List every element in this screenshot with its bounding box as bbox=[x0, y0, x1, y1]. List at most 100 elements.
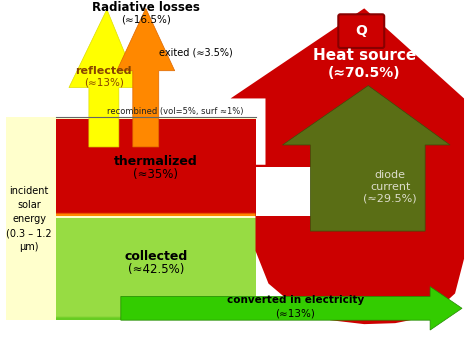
Text: (≈29.5%): (≈29.5%) bbox=[364, 193, 417, 203]
Polygon shape bbox=[56, 149, 255, 213]
Polygon shape bbox=[56, 165, 255, 213]
Polygon shape bbox=[56, 202, 255, 214]
Polygon shape bbox=[56, 185, 255, 214]
Polygon shape bbox=[283, 86, 450, 231]
Polygon shape bbox=[56, 306, 255, 318]
Polygon shape bbox=[56, 224, 255, 316]
Polygon shape bbox=[56, 135, 255, 213]
Polygon shape bbox=[56, 171, 255, 213]
Text: (≈35%): (≈35%) bbox=[133, 168, 178, 181]
Polygon shape bbox=[56, 293, 255, 318]
Polygon shape bbox=[56, 133, 255, 213]
Polygon shape bbox=[117, 8, 175, 147]
Polygon shape bbox=[56, 287, 255, 317]
Polygon shape bbox=[56, 143, 255, 213]
Polygon shape bbox=[56, 175, 255, 213]
Polygon shape bbox=[69, 9, 139, 147]
Text: (≈42.5%): (≈42.5%) bbox=[128, 263, 184, 276]
Polygon shape bbox=[56, 266, 255, 317]
Polygon shape bbox=[56, 264, 255, 317]
Text: (≈70.5%): (≈70.5%) bbox=[328, 66, 401, 80]
Polygon shape bbox=[56, 196, 255, 214]
Polygon shape bbox=[56, 180, 255, 214]
Polygon shape bbox=[56, 173, 255, 213]
Polygon shape bbox=[56, 301, 255, 318]
Polygon shape bbox=[56, 241, 255, 316]
Polygon shape bbox=[56, 198, 255, 214]
Polygon shape bbox=[56, 312, 255, 318]
Polygon shape bbox=[56, 163, 255, 213]
Polygon shape bbox=[6, 117, 255, 320]
Polygon shape bbox=[56, 268, 255, 317]
Text: exited (≈3.5%): exited (≈3.5%) bbox=[159, 48, 233, 58]
Polygon shape bbox=[56, 123, 255, 212]
Polygon shape bbox=[56, 245, 255, 317]
Polygon shape bbox=[56, 229, 255, 316]
Polygon shape bbox=[56, 151, 255, 213]
Polygon shape bbox=[56, 316, 255, 318]
Polygon shape bbox=[56, 291, 255, 317]
Polygon shape bbox=[56, 161, 255, 213]
Polygon shape bbox=[56, 167, 255, 213]
Polygon shape bbox=[56, 314, 255, 318]
Polygon shape bbox=[56, 270, 255, 317]
Polygon shape bbox=[56, 159, 255, 213]
Polygon shape bbox=[56, 251, 255, 317]
Polygon shape bbox=[56, 127, 255, 213]
Polygon shape bbox=[56, 260, 255, 317]
Text: Q: Q bbox=[356, 24, 367, 38]
Polygon shape bbox=[56, 178, 255, 214]
Polygon shape bbox=[56, 318, 255, 320]
Polygon shape bbox=[56, 194, 255, 214]
Polygon shape bbox=[56, 212, 255, 214]
Text: incident
solar
energy
(0.3 – 1.2
μm): incident solar energy (0.3 – 1.2 μm) bbox=[6, 186, 52, 252]
Text: collected: collected bbox=[124, 250, 187, 263]
Polygon shape bbox=[56, 299, 255, 318]
Polygon shape bbox=[56, 141, 255, 213]
Text: (≈13%): (≈13%) bbox=[84, 78, 124, 88]
Polygon shape bbox=[56, 235, 255, 316]
Polygon shape bbox=[56, 220, 255, 316]
Polygon shape bbox=[56, 310, 255, 318]
Polygon shape bbox=[56, 233, 255, 316]
Text: (≈13%): (≈13%) bbox=[275, 308, 315, 318]
Polygon shape bbox=[56, 125, 255, 213]
Polygon shape bbox=[255, 167, 320, 216]
Polygon shape bbox=[56, 227, 255, 316]
Polygon shape bbox=[56, 210, 255, 214]
Polygon shape bbox=[56, 119, 255, 212]
Text: thermalized: thermalized bbox=[114, 155, 198, 168]
Polygon shape bbox=[56, 258, 255, 317]
Polygon shape bbox=[56, 304, 255, 318]
Polygon shape bbox=[56, 281, 255, 317]
Polygon shape bbox=[56, 200, 255, 214]
Polygon shape bbox=[56, 283, 255, 317]
Text: reflected: reflected bbox=[76, 66, 132, 76]
Polygon shape bbox=[56, 289, 255, 317]
Polygon shape bbox=[56, 177, 255, 214]
Polygon shape bbox=[56, 243, 255, 317]
Text: Heat source: Heat source bbox=[313, 48, 416, 64]
Polygon shape bbox=[56, 272, 255, 317]
Polygon shape bbox=[56, 157, 255, 213]
Polygon shape bbox=[56, 206, 255, 214]
Polygon shape bbox=[56, 183, 255, 214]
Polygon shape bbox=[56, 295, 255, 318]
Polygon shape bbox=[56, 121, 255, 212]
Polygon shape bbox=[56, 189, 255, 214]
Polygon shape bbox=[56, 139, 255, 213]
Polygon shape bbox=[56, 231, 255, 316]
Polygon shape bbox=[56, 204, 255, 214]
Polygon shape bbox=[56, 285, 255, 317]
Polygon shape bbox=[56, 129, 255, 213]
Polygon shape bbox=[56, 247, 255, 317]
Polygon shape bbox=[56, 262, 255, 317]
Polygon shape bbox=[121, 287, 462, 330]
Polygon shape bbox=[56, 191, 255, 214]
Polygon shape bbox=[56, 274, 255, 317]
Polygon shape bbox=[56, 237, 255, 316]
Polygon shape bbox=[56, 254, 255, 317]
Polygon shape bbox=[56, 239, 255, 316]
Polygon shape bbox=[56, 256, 255, 317]
Polygon shape bbox=[56, 187, 255, 214]
